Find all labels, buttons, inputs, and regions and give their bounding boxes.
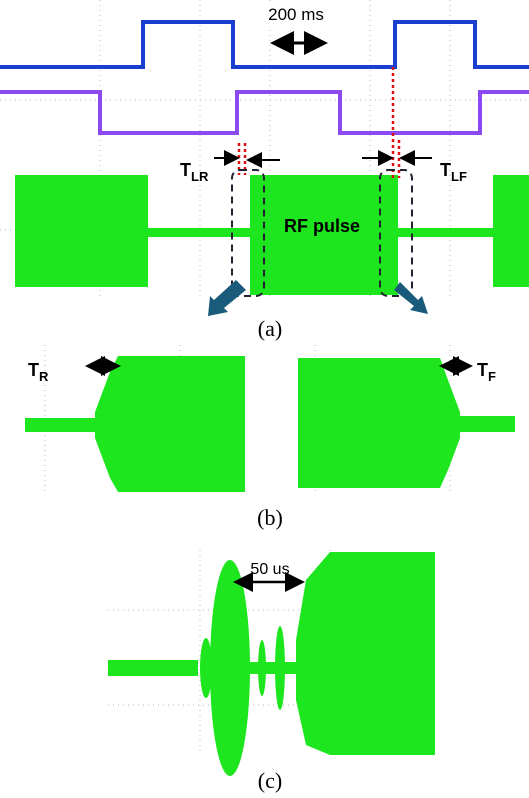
time-scale-a: 200 ms [268,5,324,24]
t-lr-label: TLR [180,160,209,184]
rf-signal-c [108,552,435,776]
caption-b: (b) [257,505,283,530]
rf-signal-b [25,356,515,492]
t-lf-label: TLF [440,160,467,184]
t-f-label: TF [477,360,496,384]
caption-a: (a) [258,316,282,341]
arrow-down-left [208,280,246,316]
red-markers [239,67,399,178]
caption-c: (c) [258,768,282,793]
time-scale-c: 50 us [250,561,289,578]
rf-signal-a [15,175,529,295]
rf-pulse-label: RF pulse [284,216,360,236]
figure: 200 ms TLR TLF RF pulse (a) TR TF (b) 50… [0,0,529,798]
t-r-label: TR [28,360,49,384]
purple-trace [0,92,529,133]
